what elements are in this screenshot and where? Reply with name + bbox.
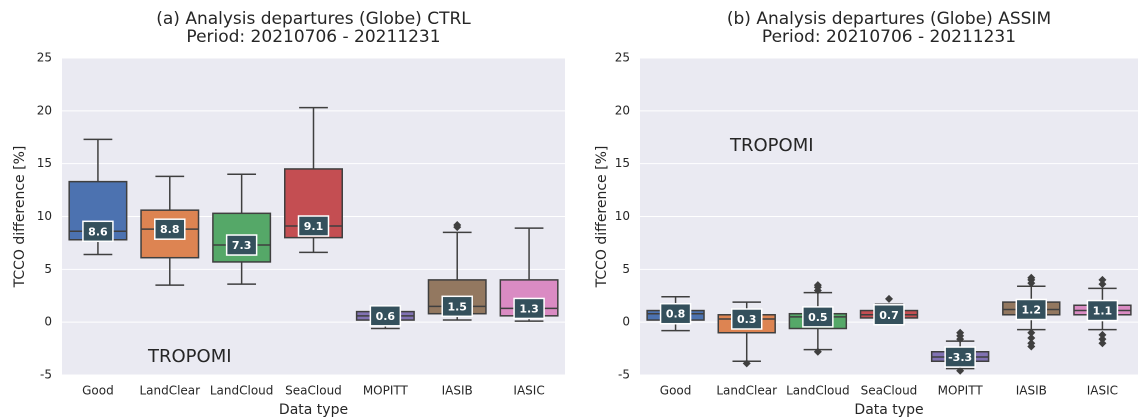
value-label-box <box>873 304 905 326</box>
chart-subtitle: Period: 20210706 - 20211231 <box>762 27 1016 47</box>
outlier <box>1098 330 1107 339</box>
value-label: 1.1 <box>1093 305 1113 318</box>
value-label: 0.6 <box>376 310 396 323</box>
value-label-box <box>225 234 258 256</box>
x-tick-label: Good <box>660 384 692 398</box>
y-tick-label: 20 <box>37 103 52 117</box>
outlier <box>1027 328 1036 337</box>
outlier <box>1027 334 1036 343</box>
value-label: 1.2 <box>1022 303 1042 316</box>
x-tick-label: MOPITT <box>938 384 984 398</box>
value-label-box <box>659 302 692 325</box>
y-tick-label: 0 <box>622 315 630 329</box>
chart-title: (b) Analysis departures (Globe) ASSIM <box>727 9 1051 29</box>
box <box>140 209 200 259</box>
x-tick-label: SeaCloud <box>861 384 918 398</box>
x-tick-label: LandClear <box>139 384 200 398</box>
outlier <box>742 359 751 368</box>
y-axis-label: TCCO difference [%] <box>12 146 28 289</box>
x-tick-label: IASIB <box>442 384 473 398</box>
annotation: TROPOMI <box>147 346 232 367</box>
outlier <box>885 294 893 303</box>
y-tick-label: -5 <box>618 368 630 382</box>
outlier <box>1098 339 1107 348</box>
value-label: 8.8 <box>160 223 180 236</box>
y-tick-label: 5 <box>44 262 52 276</box>
chart-title: (a) Analysis departures (Globe) CTRL <box>156 9 471 29</box>
value-label-box <box>82 220 114 243</box>
x-axis-label: Data type <box>279 402 348 418</box>
outlier <box>813 281 822 290</box>
y-tick-label: 5 <box>622 262 630 276</box>
value-label-box <box>154 218 186 240</box>
x-tick-label: Good <box>82 384 114 398</box>
outlier <box>453 220 462 229</box>
x-tick-label: LandCloud <box>210 384 274 398</box>
value-label-box <box>802 306 834 328</box>
x-tick-label: IASIC <box>1087 384 1118 398</box>
value-label: 0.3 <box>737 313 757 326</box>
chart-subtitle: Period: 20210706 - 20211231 <box>186 27 440 47</box>
y-tick-label: 15 <box>615 156 630 170</box>
value-label-box <box>297 215 330 237</box>
y-tick-label: 15 <box>37 156 52 170</box>
value-label-box <box>1015 298 1048 321</box>
outlier <box>956 328 965 337</box>
value-label-box <box>944 346 976 368</box>
value-label: 1.5 <box>447 300 467 313</box>
y-tick-label: -5 <box>40 368 52 382</box>
x-tick-label: LandCloud <box>786 384 850 398</box>
value-label-box <box>730 308 763 330</box>
value-label: 7.3 <box>232 239 252 252</box>
y-tick-label: 20 <box>615 103 630 117</box>
x-tick-label: IASIC <box>513 384 544 398</box>
y-tick-label: 25 <box>615 51 630 65</box>
value-label-box <box>513 297 545 320</box>
value-label-box <box>1086 299 1119 322</box>
x-tick-label: SeaCloud <box>285 384 342 398</box>
x-tick-label: LandClear <box>716 384 777 398</box>
outlier <box>1098 275 1107 284</box>
annotation: TROPOMI <box>729 135 814 156</box>
outlier <box>1027 342 1036 351</box>
y-tick-label: 10 <box>615 209 630 223</box>
value-label-box <box>441 295 473 318</box>
value-label: 9.1 <box>304 220 324 233</box>
y-tick-label: 10 <box>37 209 52 223</box>
y-axis-label: TCCO difference [%] <box>594 146 610 289</box>
outlier <box>1098 280 1107 289</box>
value-label: 0.8 <box>666 308 686 321</box>
value-label: 8.6 <box>88 225 108 238</box>
x-tick-label: IASIB <box>1016 384 1047 398</box>
y-tick-label: 25 <box>37 51 52 65</box>
value-label: 0.5 <box>808 311 828 324</box>
outlier <box>813 347 822 356</box>
outlier <box>1027 273 1036 282</box>
value-label: 1.3 <box>519 302 539 315</box>
x-tick-label: MOPITT <box>363 384 409 398</box>
value-label: 0.7 <box>879 309 899 322</box>
x-axis-label: Data type <box>854 402 923 418</box>
y-tick-label: 0 <box>44 315 52 329</box>
value-label-box <box>369 305 402 327</box>
outlier <box>956 366 965 375</box>
outlier <box>1098 335 1107 344</box>
value-label: -3.3 <box>948 351 972 364</box>
